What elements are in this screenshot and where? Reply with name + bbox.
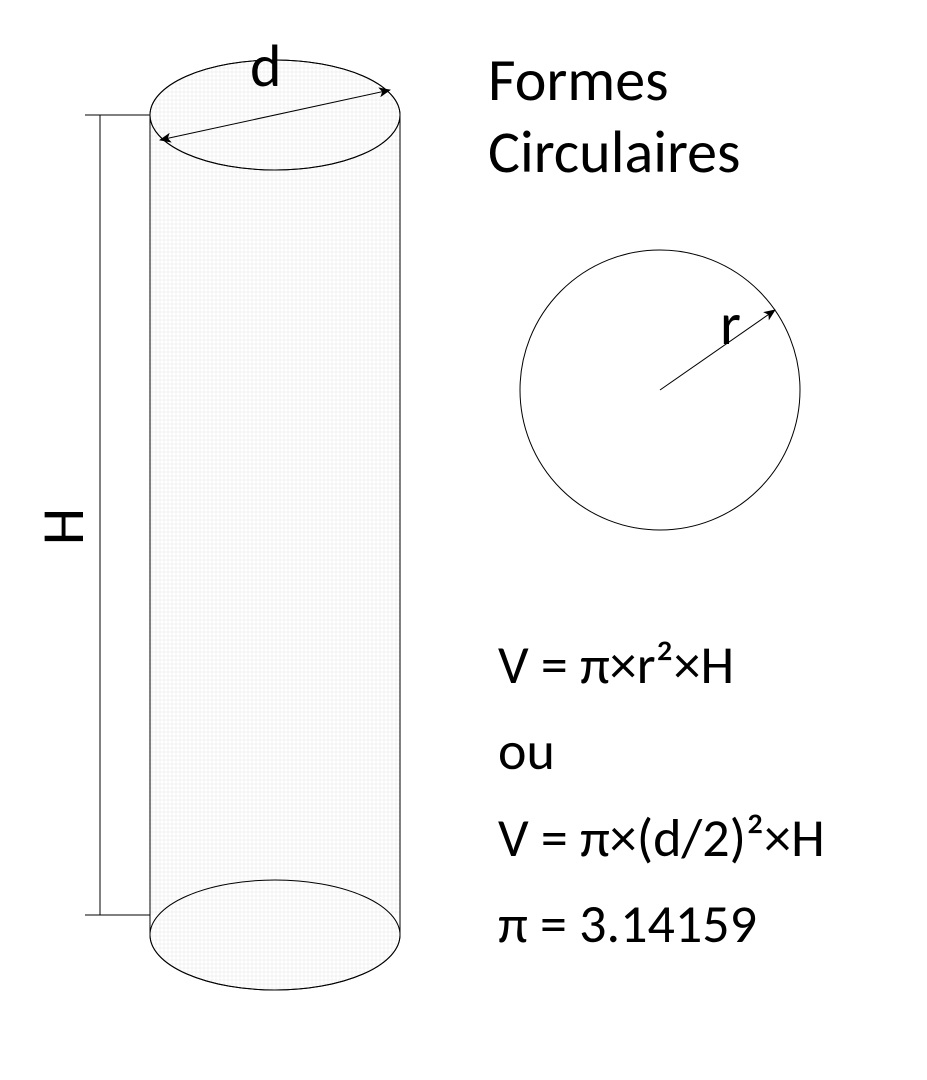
diagram-container: Formes Circulaires d H r V = π×r²×H ou V…: [0, 0, 927, 1080]
diagram-title: Formes Circulaires: [488, 45, 740, 189]
formulas-block: V = π×r²×H ou V = π×(d/2)²×H π = 3.14159: [498, 622, 825, 968]
title-line-2: Circulaires: [488, 116, 740, 189]
diameter-label: d: [250, 30, 282, 103]
formula-volume-diameter: V = π×(d/2)²×H: [498, 795, 825, 881]
cylinder-shape: [150, 60, 400, 990]
title-line-1: Formes: [488, 44, 669, 117]
height-label: H: [27, 508, 100, 545]
radius-label: r: [720, 288, 741, 361]
formula-volume-radius: V = π×r²×H: [498, 622, 825, 708]
radius-arrow: [660, 310, 775, 390]
formula-pi-value: π = 3.14159: [498, 881, 825, 967]
formula-or: ou: [498, 708, 825, 794]
